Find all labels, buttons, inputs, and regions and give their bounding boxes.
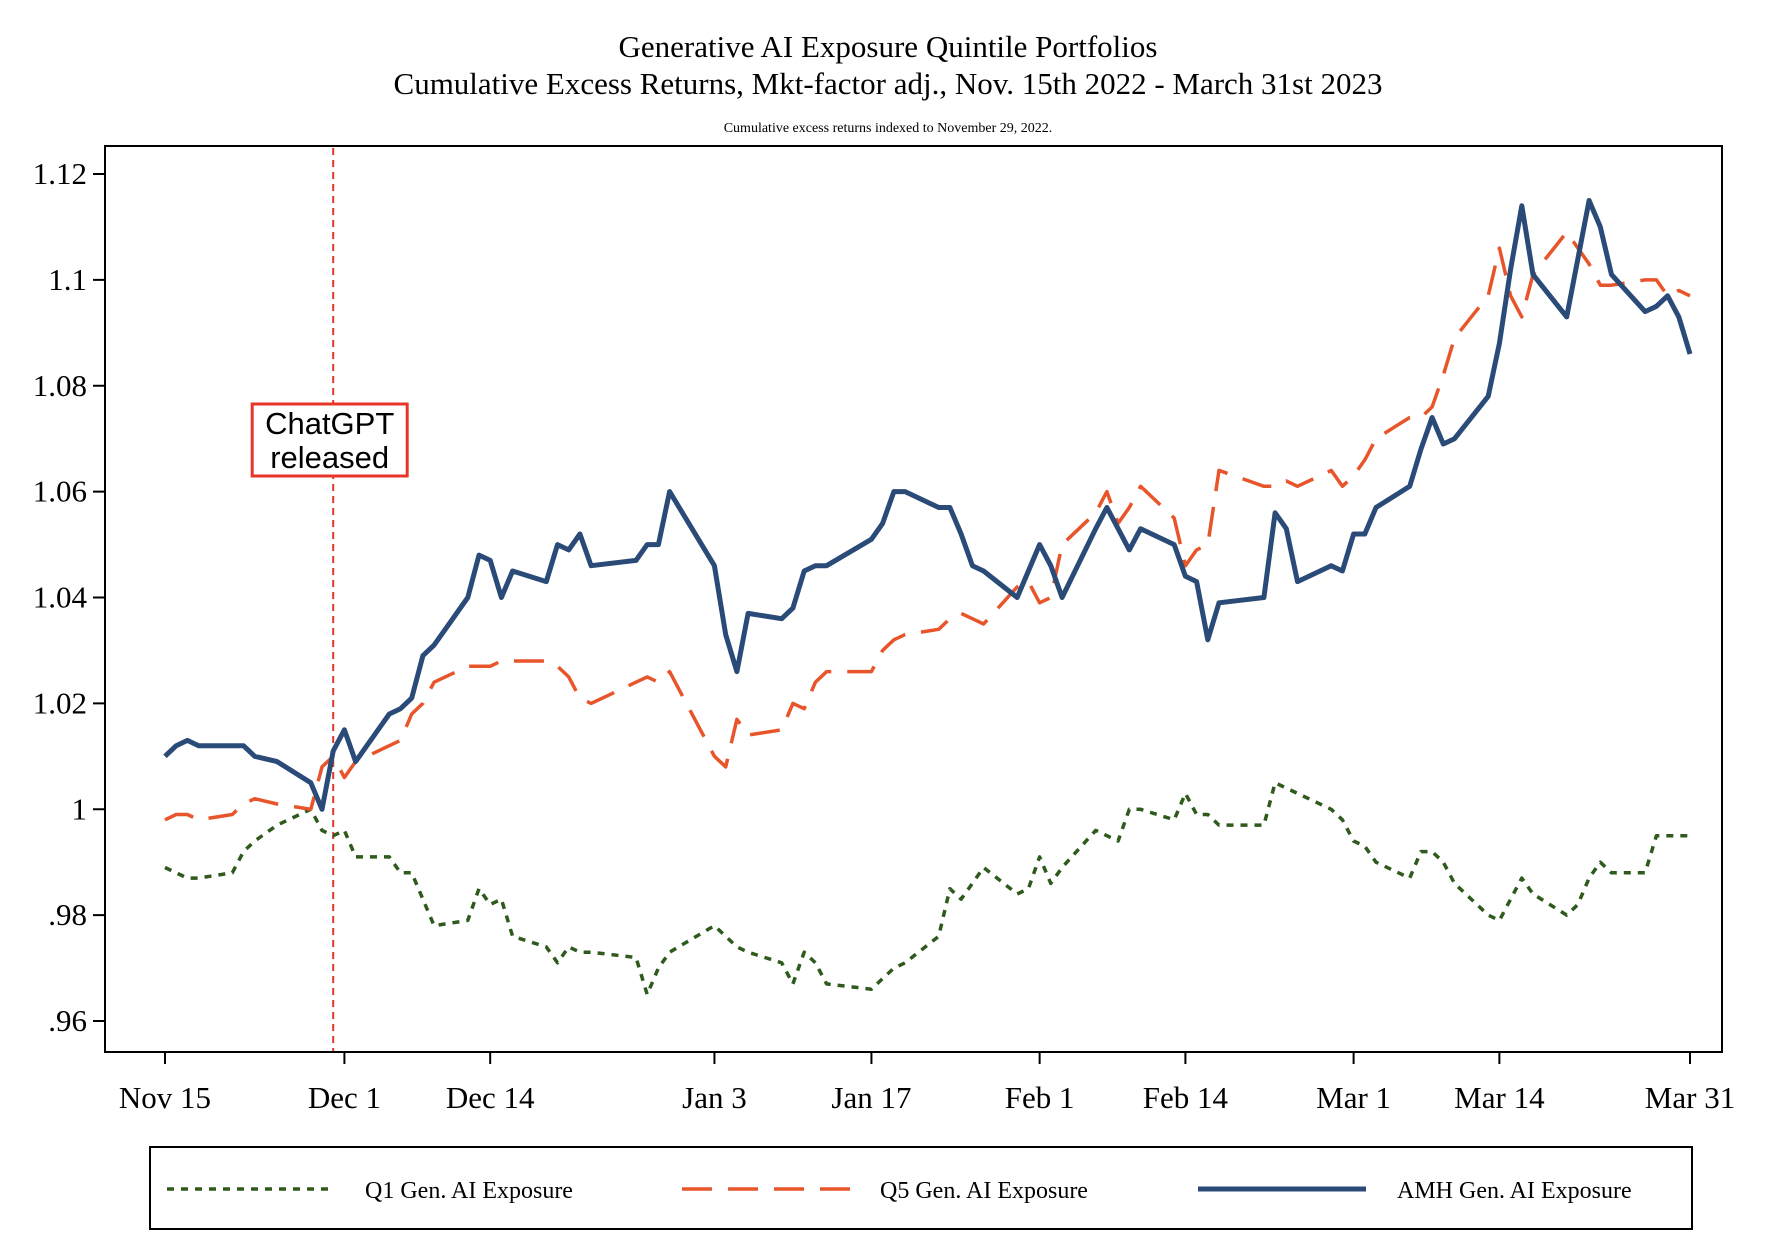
x-tick-label: Jan 3 [682,1080,747,1115]
legend-label-q1: Q1 Gen. AI Exposure [365,1178,573,1204]
y-tick-label: 1.04 [33,580,88,615]
y-tick-label: 1.12 [33,156,87,191]
y-tick-label: .98 [48,897,87,932]
y-tick-label: 1.1 [48,262,87,297]
x-tick-label: Mar 1 [1316,1080,1391,1115]
x-tick-label: Mar 31 [1645,1080,1735,1115]
x-tick-label: Feb 1 [1005,1080,1075,1115]
legend-box [149,1146,1693,1230]
x-tick-label: Nov 15 [119,1080,211,1115]
y-tick-label: 1 [72,791,88,826]
x-tick-label: Mar 14 [1454,1080,1545,1115]
legend: Q1 Gen. AI Exposure Q5 Gen. AI Exposure AM… [149,1146,1693,1230]
x-tick-label: Dec 1 [308,1080,381,1115]
q5-series-line [164,230,1691,822]
x-tick-label: Feb 14 [1143,1080,1229,1115]
legend-label-amh: AMH Gen. AI Exposure [1397,1178,1632,1204]
y-tick-label: 1.08 [33,368,87,403]
legend-label-q5: Q5 Gen. AI Exposure [880,1178,1088,1204]
x-tick-label: Jan 17 [831,1080,911,1115]
plot-area: .96 .98 1 1.02 1.04 1.06 1.08 1.1 1.12 Nov 15 Dec … [33,145,1735,1115]
annotation-text: released [270,440,389,475]
x-tick-label: Dec 14 [446,1080,535,1115]
y-tick-label: 1.02 [33,685,87,720]
amh-series-line [163,198,1693,812]
chart-title: Generative AI Exposure Quintile Portfoli… [619,29,1158,64]
annotation-box [250,402,409,478]
plot-frame [104,145,1723,1053]
y-tick-label: .96 [48,1003,87,1038]
chart-subtitle: Cumulative Excess Returns, Mkt-factor ad… [394,66,1383,101]
annotation-text: ChatGPT [265,406,394,441]
y-tick-label: 1.06 [33,474,87,509]
chart-note: Cumulative excess returns indexed to Nov… [724,121,1053,136]
